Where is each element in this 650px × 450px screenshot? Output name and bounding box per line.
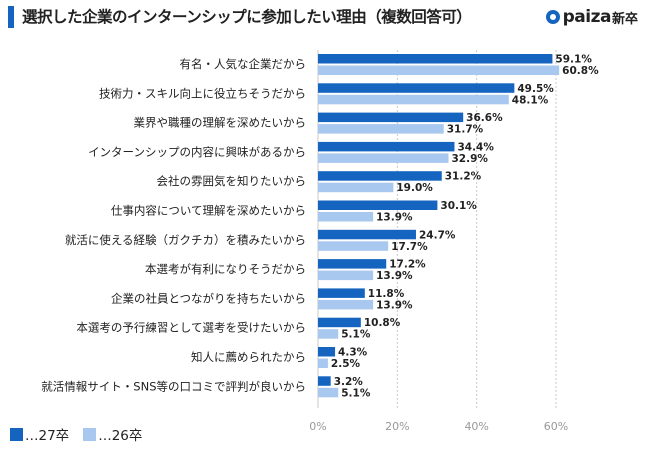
data-label: 34.4% — [457, 141, 494, 153]
data-label: 11.8% — [368, 288, 405, 300]
legend-swatch-26 — [83, 427, 97, 441]
legend-label-27: …27卒 — [25, 428, 70, 444]
bar-26 — [318, 329, 339, 339]
brand-logo: paiza 新卒 — [545, 5, 638, 29]
data-label: 48.1% — [512, 94, 549, 106]
category-label: 企業の社員とつながりを持ちたいから — [111, 291, 306, 305]
bar-27 — [318, 200, 438, 210]
data-label: 13.9% — [376, 212, 413, 224]
legend-swatch-27 — [10, 427, 23, 441]
x-tick-label: 40% — [464, 420, 488, 433]
bar-27 — [318, 259, 387, 269]
bar-27 — [318, 288, 365, 298]
bar-26 — [318, 358, 328, 368]
chart-legend: …27卒 …26卒 — [10, 424, 156, 444]
data-label: 3.2% — [334, 376, 364, 388]
brand-name: paiza — [562, 7, 612, 27]
data-label: 19.0% — [396, 182, 433, 194]
category-label: インターンシップの内容に興味があるから — [88, 145, 306, 159]
category-label: 本選考の予行練習として選考を受けたいから — [76, 321, 306, 335]
x-tick-label: 20% — [385, 420, 409, 433]
x-tick-label: 60% — [544, 420, 568, 433]
data-label: 36.6% — [466, 112, 503, 124]
data-label: 17.2% — [389, 259, 426, 271]
bar-26 — [318, 65, 560, 75]
legend-item-26: …26卒 — [83, 424, 142, 444]
category-label: 就活に使える経験（ガクチカ）を積みたいから — [65, 233, 306, 247]
bar-27 — [318, 376, 331, 386]
data-label: 5.1% — [341, 329, 371, 341]
bar-26 — [318, 124, 444, 134]
bar-26 — [318, 241, 389, 251]
data-label: 31.2% — [445, 171, 482, 183]
category-label: 仕事内容について理解を深めたいから — [111, 204, 306, 218]
legend-label-26: …26卒 — [98, 428, 143, 444]
bar-27 — [318, 347, 336, 357]
bar-27 — [318, 171, 442, 181]
data-label: 4.3% — [338, 347, 368, 359]
data-label: 31.7% — [447, 124, 484, 136]
bar-26 — [318, 270, 374, 281]
chart-title: 選択した企業のインターンシップに参加したい理由（複数回答可） — [22, 8, 472, 26]
data-label: 30.1% — [440, 200, 477, 212]
data-label: 2.5% — [331, 358, 361, 370]
paiza-logo-icon — [545, 10, 560, 24]
data-label: 13.9% — [376, 270, 413, 282]
data-label: 5.1% — [341, 387, 371, 399]
bar-26 — [318, 94, 509, 105]
data-label: 59.1% — [555, 54, 592, 66]
data-label: 24.7% — [419, 229, 456, 241]
bar-27 — [318, 112, 464, 123]
bar-26 — [318, 212, 374, 222]
category-label: 本選考が有利になりそうだから — [145, 262, 306, 276]
x-tick-label: 0% — [309, 420, 326, 433]
legend-item-27: …27卒 — [10, 424, 69, 444]
category-label: 技術力・スキル向上に役立ちそうだから — [99, 86, 306, 100]
data-label: 60.8% — [562, 65, 599, 77]
bar-27 — [318, 317, 361, 328]
bar-27 — [318, 141, 455, 152]
title-accent-bar — [8, 6, 14, 28]
bar-26 — [318, 299, 374, 310]
data-label: 49.5% — [517, 83, 554, 95]
bar-27 — [318, 229, 416, 240]
bar-27 — [318, 54, 553, 64]
brand-sub: 新卒 — [611, 11, 638, 27]
bar-27 — [318, 83, 515, 93]
bar-26 — [318, 182, 394, 193]
data-label: 17.7% — [391, 241, 428, 253]
category-label: 知人に薦められたから — [191, 350, 306, 364]
bar-26 — [318, 153, 449, 163]
data-label: 13.9% — [376, 299, 413, 311]
category-label: 就活情報サイト・SNS等の口コミで評判が良いから — [41, 379, 306, 393]
category-label: 有名・人気な企業だから — [180, 57, 307, 71]
bar-26 — [318, 387, 339, 398]
data-label: 10.8% — [364, 317, 401, 329]
data-label: 32.9% — [452, 153, 489, 165]
category-label: 業界や職種の理解を深めたいから — [134, 116, 307, 130]
category-label: 会社の雰囲気を知りたいから — [157, 174, 307, 188]
